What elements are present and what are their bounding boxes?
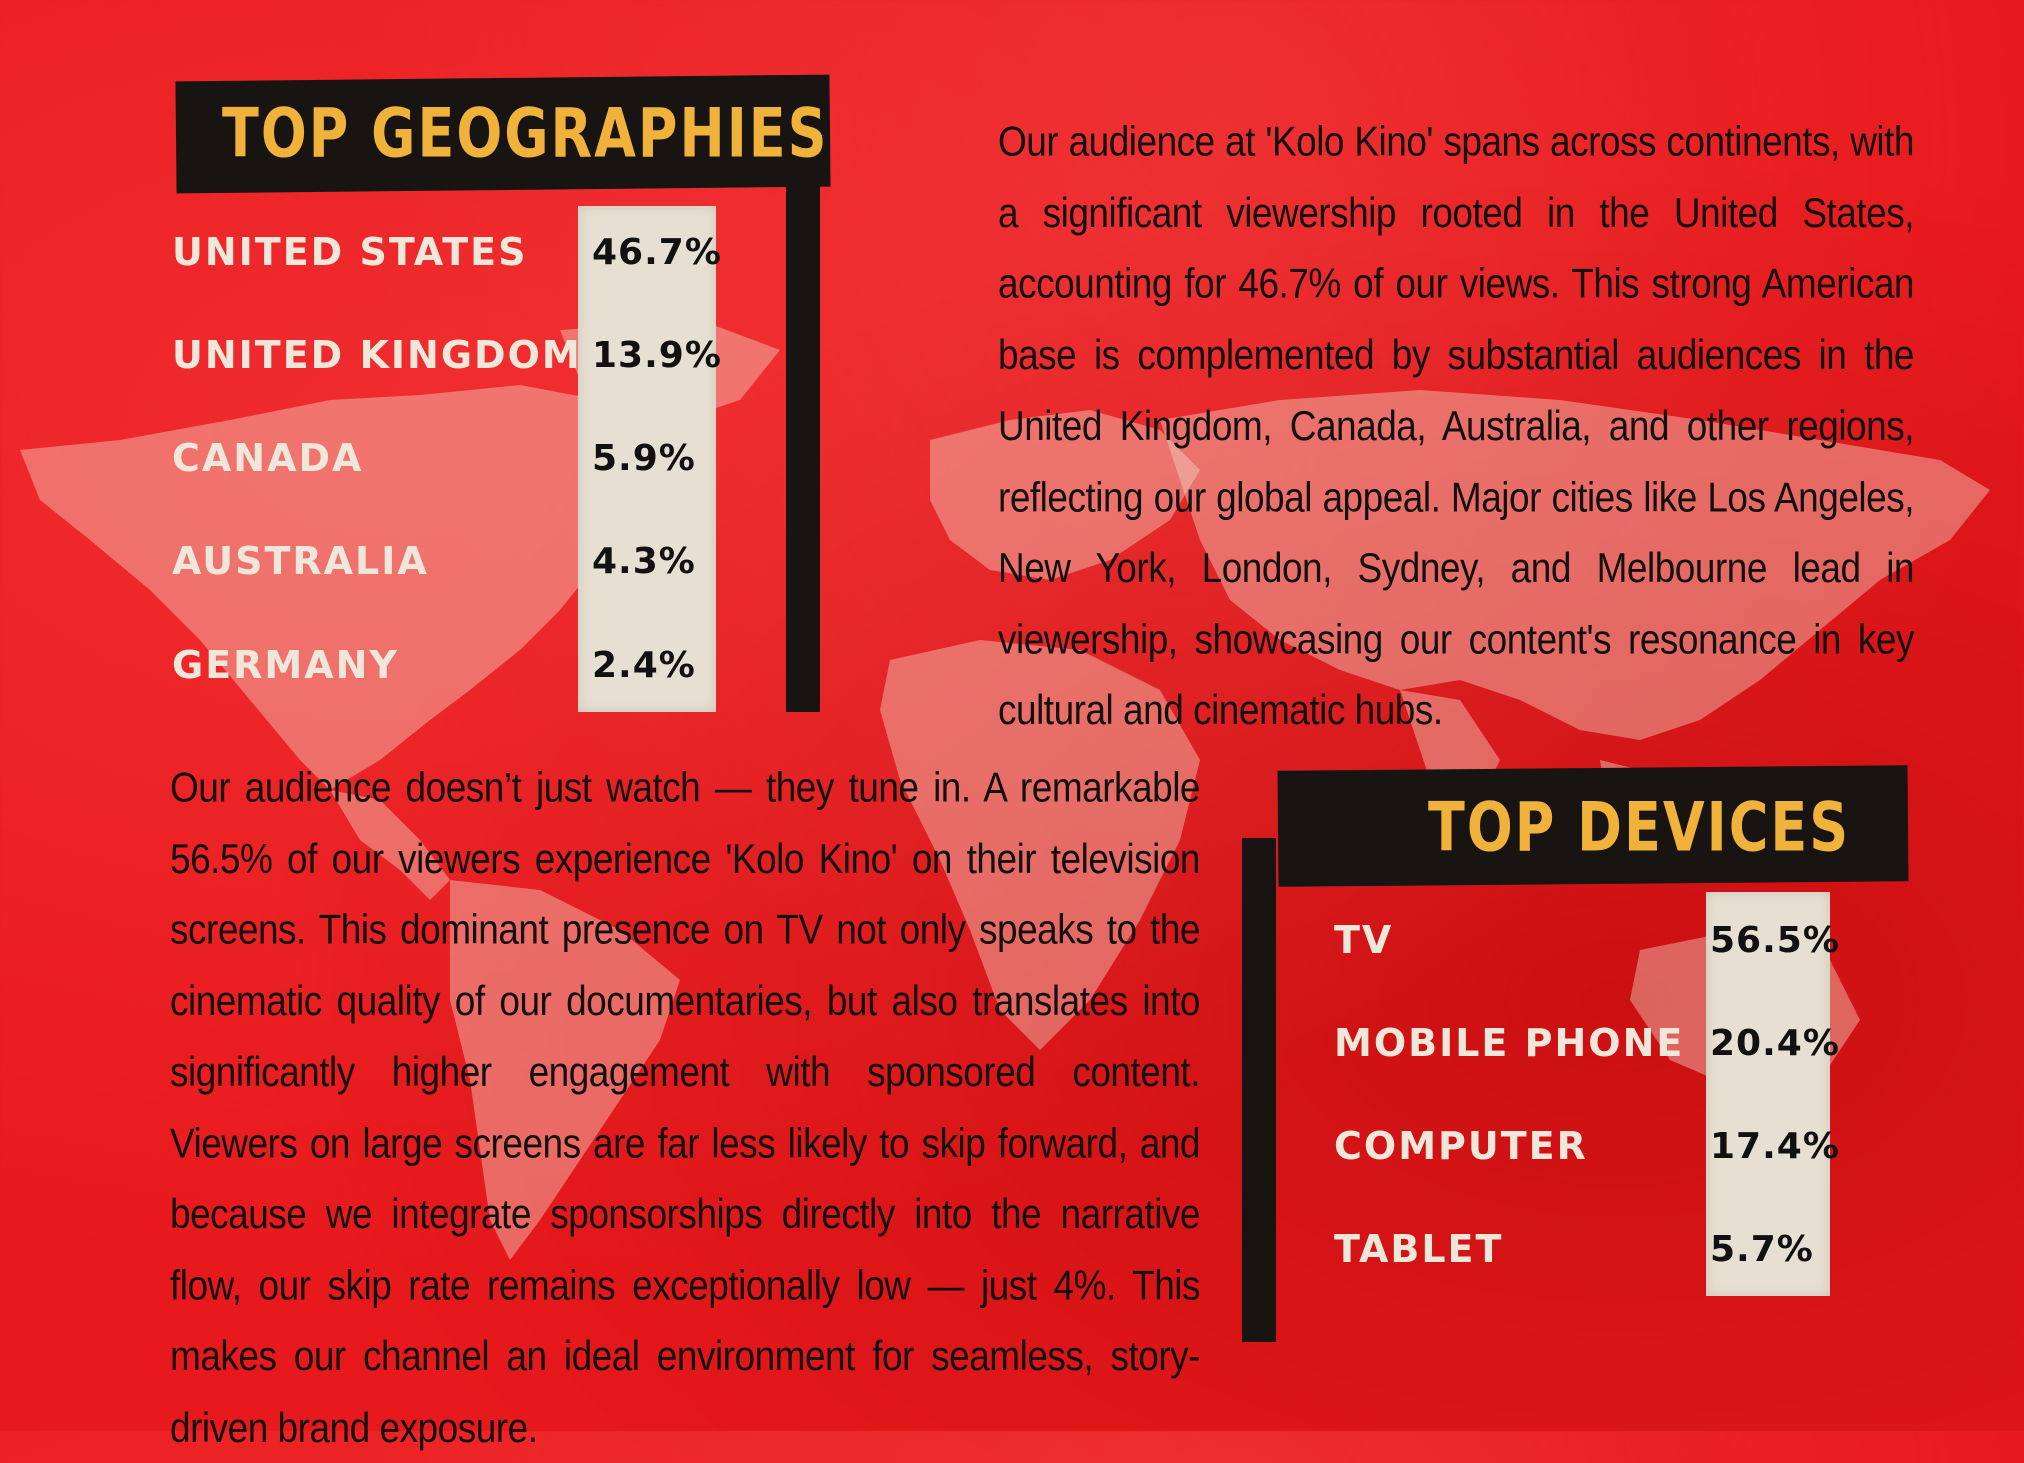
devices-banner-stroke — [1244, 840, 1274, 1340]
device-value-3: 17.4% — [1710, 1126, 1840, 1167]
device-value-4: 5.7% — [1710, 1229, 1814, 1270]
devices-title: Top Devices — [1428, 788, 1851, 867]
devices-paragraph: Our audience doesn’t just watch — they t… — [170, 764, 1201, 1451]
device-label-4: Tablet — [1334, 1227, 1504, 1271]
geography-label-3: Canada — [172, 436, 364, 480]
page: Top Geographies United States 46.7% Unit… — [20, 76, 1990, 1450]
geography-value-2: 13.9% — [592, 335, 722, 376]
device-value-1: 56.5% — [1710, 920, 1840, 961]
geography-label-5: Germany — [172, 643, 399, 687]
geography-label-2: United Kingdom — [172, 333, 582, 377]
device-label-1: TV — [1334, 918, 1394, 962]
device-label-3: Computer — [1334, 1124, 1588, 1168]
device-value-2: 20.4% — [1710, 1023, 1840, 1064]
geography-label-4: Australia — [172, 539, 429, 583]
geographies-paragraph: Our audience at 'Kolo Kino' spans across… — [998, 118, 1915, 734]
geography-value-5: 2.4% — [592, 645, 696, 686]
geography-value-1: 46.7% — [592, 232, 722, 273]
geography-value-4: 4.3% — [592, 541, 696, 582]
geographies-title: Top Geographies — [222, 94, 829, 173]
geography-label-1: United States — [172, 230, 528, 274]
devices-values-panel — [1706, 892, 1830, 1296]
device-label-2: Mobile Phone — [1334, 1021, 1685, 1065]
geography-value-3: 5.9% — [592, 438, 696, 479]
geographies-values-panel — [578, 206, 716, 712]
geographies-banner-stroke — [788, 150, 818, 710]
